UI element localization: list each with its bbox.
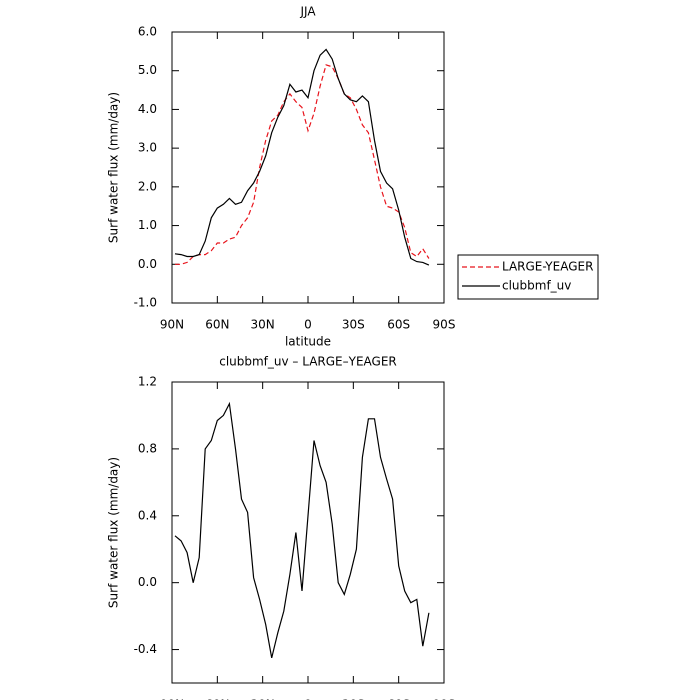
chart-title: JJA	[299, 5, 316, 19]
y-tick-label: 0.4	[138, 508, 157, 522]
y-tick-label: 3.0	[138, 141, 157, 155]
chart-title: clubbmf_uv – LARGE–YEAGER	[219, 355, 397, 369]
y-axis-label: Surf water flux (mm/day)	[107, 457, 121, 608]
data-line	[175, 64, 430, 265]
x-tick-label: 0	[304, 698, 312, 700]
x-tick-label: 90S	[433, 318, 456, 332]
y-tick-label: 0.8	[138, 441, 157, 455]
x-tick-label: 60S	[387, 318, 410, 332]
y-tick-label: 2.0	[138, 179, 157, 193]
y-tick-label: 0.0	[138, 257, 157, 271]
legend-frame	[457, 254, 599, 300]
x-axis-label: latitude	[285, 335, 331, 349]
x-tick-label: 90S	[433, 698, 456, 700]
legend-label: LARGE-YEAGER	[502, 260, 593, 274]
x-tick-label: 30N	[251, 698, 275, 700]
y-tick-label: 0.0	[138, 575, 157, 589]
y-tick-label: 5.0	[138, 63, 157, 77]
y-axis-label: Surf water flux (mm/day)	[107, 92, 121, 243]
x-tick-label: 0	[304, 318, 312, 332]
y-tick-label: -0.4	[134, 642, 157, 656]
x-tick-label: 30S	[342, 318, 365, 332]
y-tick-label: -1.0	[134, 296, 157, 310]
x-tick-label: 60N	[205, 698, 229, 700]
y-tick-label: 6.0	[138, 25, 157, 39]
y-tick-label: 1.2	[138, 375, 157, 389]
data-line	[174, 48, 430, 266]
y-tick-label: 4.0	[138, 102, 157, 116]
y-tick-label: 1.0	[138, 218, 157, 232]
x-tick-label: 90N	[160, 318, 184, 332]
plot-frame	[171, 381, 445, 684]
x-tick-label: 90N	[160, 698, 184, 700]
legend-label: clubbmf_uv	[502, 279, 571, 293]
x-tick-label: 60N	[205, 318, 229, 332]
data-line	[174, 401, 430, 659]
x-tick-label: 30S	[342, 698, 365, 700]
x-tick-label: 60S	[387, 698, 410, 700]
x-tick-label: 30N	[251, 318, 275, 332]
plot-frame	[171, 31, 445, 304]
